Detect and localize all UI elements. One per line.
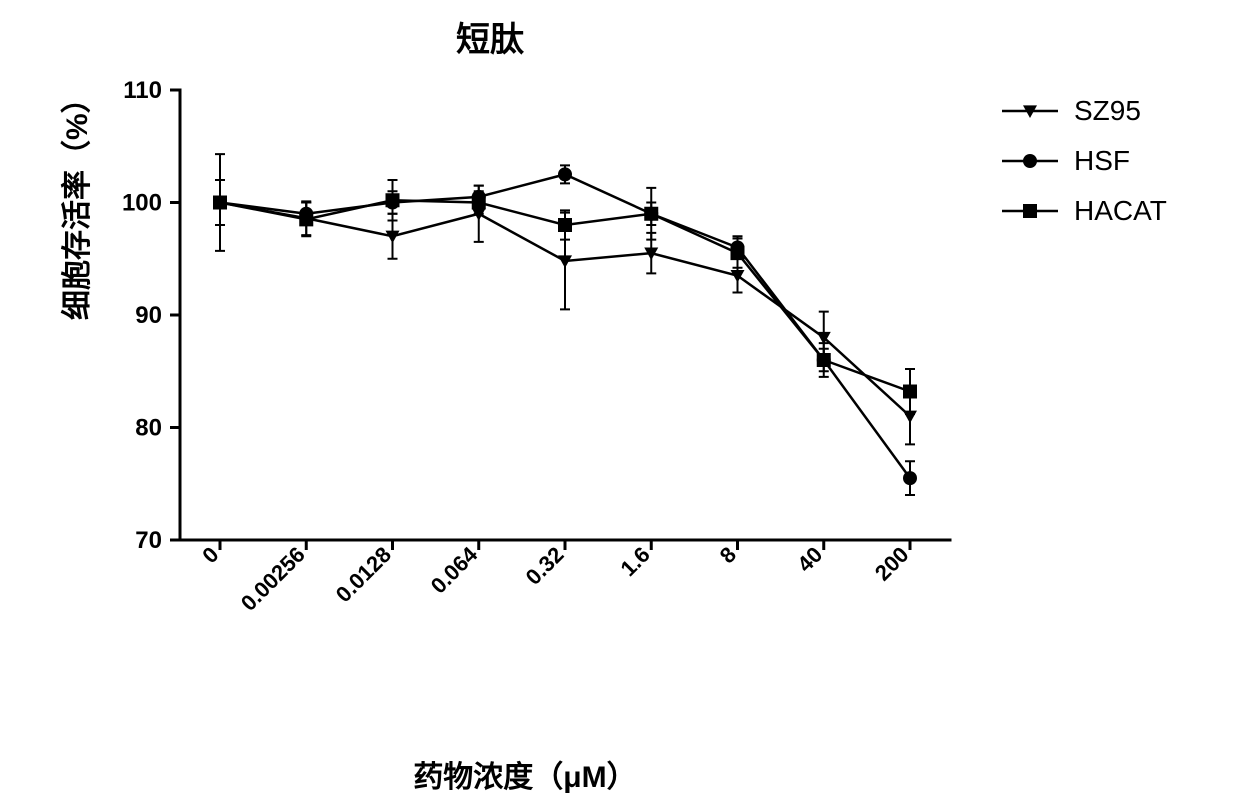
chart-title: 短肽 [0,12,980,61]
legend-label: HSF [1074,145,1130,177]
svg-text:80: 80 [135,415,162,442]
svg-text:90: 90 [135,302,162,329]
legend-item-SZ95: SZ95 [1000,95,1167,127]
chart-container: 细胞存活率（%） 70809010011000.002560.01280.064… [70,70,980,790]
legend-swatch [1000,199,1060,223]
svg-text:1.6: 1.6 [615,542,654,581]
chart-svg: 70809010011000.002560.01280.0640.321.684… [70,70,980,790]
svg-text:100: 100 [122,190,162,217]
svg-text:0.00256: 0.00256 [236,542,310,616]
legend-swatch [1000,99,1060,123]
legend-item-HSF: HSF [1000,145,1167,177]
svg-text:0.064: 0.064 [426,541,483,598]
legend-label: HACAT [1074,195,1167,227]
svg-text:0.32: 0.32 [521,542,569,590]
legend-label: SZ95 [1074,95,1141,127]
svg-text:70: 70 [135,527,162,554]
page-root: 短肽 细胞存活率（%） 70809010011000.002560.01280.… [0,0,1240,806]
y-axis-label: 细胞存活率（%） [52,83,96,320]
svg-text:0.0128: 0.0128 [331,542,396,607]
legend-item-HACAT: HACAT [1000,195,1167,227]
chart-legend: SZ95 HSF HACAT [1000,95,1167,245]
svg-text:110: 110 [123,77,162,104]
svg-text:200: 200 [870,542,914,586]
svg-text:40: 40 [792,542,827,577]
series-SZ95 [213,154,917,444]
x-axis-label: 药物浓度（μM） [70,752,980,796]
legend-swatch [1000,149,1060,173]
